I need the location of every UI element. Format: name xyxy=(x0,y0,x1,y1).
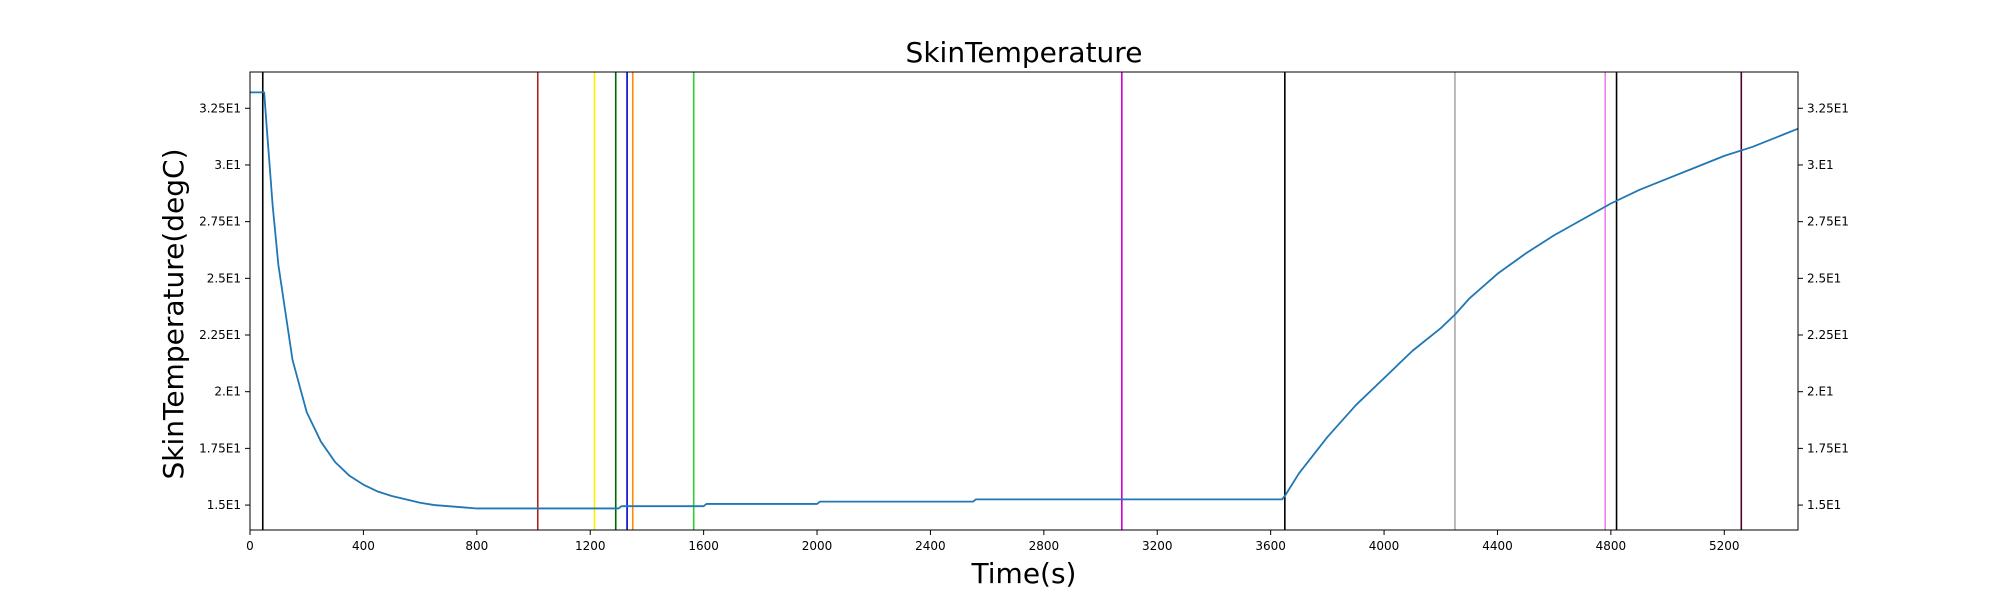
x-tick-label-5: 2000 xyxy=(802,539,833,553)
y-tick-label-right-0: 1.5E1 xyxy=(1807,498,1841,512)
y-tick-label-left-1: 1.75E1 xyxy=(199,441,241,455)
x-tick-label-9: 3600 xyxy=(1255,539,1286,553)
x-tick-label-4: 1600 xyxy=(688,539,719,553)
y-tick-label-right-6: 3.E1 xyxy=(1807,158,1834,172)
x-tick-label-12: 4800 xyxy=(1596,539,1627,553)
x-tick-label-2: 800 xyxy=(465,539,488,553)
x-tick-label-1: 400 xyxy=(352,539,375,553)
y-tick-label-left-4: 2.5E1 xyxy=(207,271,241,285)
series-line-0 xyxy=(250,91,1799,510)
y-tick-label-right-4: 2.5E1 xyxy=(1807,271,1841,285)
x-axis-label: Time(s) xyxy=(971,557,1077,590)
x-tick-label-7: 2800 xyxy=(1029,539,1060,553)
x-tick-label-13: 5200 xyxy=(1709,539,1740,553)
x-tick-label-10: 4000 xyxy=(1369,539,1400,553)
plot-frame xyxy=(249,71,1799,531)
x-tick-label-6: 2400 xyxy=(915,539,946,553)
y-tick-label-right-2: 2.E1 xyxy=(1807,385,1834,399)
y-tick-label-right-3: 2.25E1 xyxy=(1807,328,1849,342)
y-tick-label-right-1: 1.75E1 xyxy=(1807,441,1849,455)
x-tick-label-0: 0 xyxy=(246,539,254,553)
chart-title: SkinTemperature xyxy=(906,36,1143,69)
y-tick-label-left-7: 3.25E1 xyxy=(199,101,241,115)
plot-area: 0 400 800 1200 1600 2000 2400 2800 3200 3600 4000 4… xyxy=(199,71,1849,553)
x-tick-label-11: 4400 xyxy=(1482,539,1513,553)
y-tick-label-left-2: 2.E1 xyxy=(214,385,241,399)
y-tick-label-right-7: 3.25E1 xyxy=(1807,101,1849,115)
y-tick-label-left-6: 3.E1 xyxy=(214,158,241,172)
y-axis-label: SkinTemperature(degC) xyxy=(157,148,190,479)
y-tick-label-left-0: 1.5E1 xyxy=(207,498,241,512)
y-tick-label-right-5: 2.75E1 xyxy=(1807,215,1849,229)
y-tick-label-left-3: 2.25E1 xyxy=(199,328,241,342)
x-tick-label-8: 3200 xyxy=(1142,539,1173,553)
x-tick-label-3: 1200 xyxy=(575,539,606,553)
y-tick-label-left-5: 2.75E1 xyxy=(199,215,241,229)
